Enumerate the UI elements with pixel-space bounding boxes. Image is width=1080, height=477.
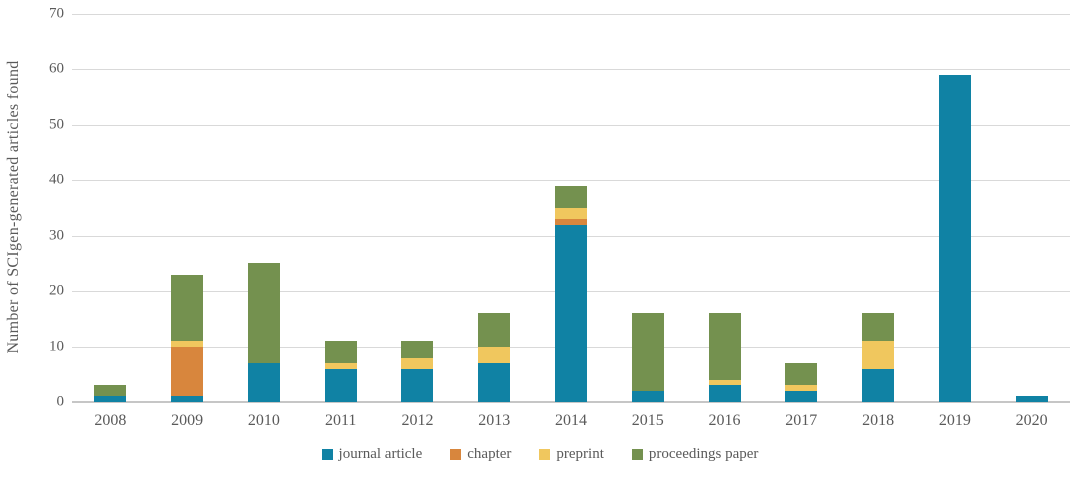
bar-2016-journal-article [708,385,741,402]
bar-2016-preprint [708,379,741,386]
bar-2017-preprint [785,385,818,391]
x-tick-label-2015: 2015 [631,412,664,429]
legend-item-preprint: preprint [539,446,604,463]
bar-2009-journal-article [171,396,204,402]
x-tick-label-2013: 2013 [478,412,511,429]
bar-2017-journal-article [785,390,818,402]
legend-label: preprint [556,446,604,462]
bar-2011-journal-article [324,368,357,402]
bar-2009-chapter [171,346,204,397]
bar-2011-preprint [324,363,357,369]
bar-2018-proceedings-paper [862,313,895,342]
bar-2013-journal-article [478,363,511,402]
bar-2019-journal-article [938,74,971,402]
bar-2017-proceedings-paper [785,363,818,386]
bar-2012-journal-article [401,368,434,402]
y-axis-title: Number of SCIgen-generated articles foun… [5,60,22,354]
y-tick-label-60: 60 [49,60,64,77]
y-tick-label-20: 20 [49,282,64,299]
x-tick-label-2011: 2011 [324,412,357,429]
bar-2018-journal-article [862,368,895,402]
gridline-50 [72,124,1070,126]
legend-label: proceedings paper [648,446,759,462]
bar-2010-proceedings-paper [247,263,280,364]
bar-2018-preprint [862,341,895,369]
legend-item-proceedings-paper: proceedings paper [631,446,759,463]
legend-label: chapter [467,446,512,462]
x-tick-label-2014: 2014 [555,412,587,429]
bar-2016-proceedings-paper [708,313,741,380]
bar-2011-proceedings-paper [324,341,357,364]
bar-2020-journal-article [1015,396,1048,402]
legend-item-chapter: chapter [450,446,511,463]
y-tick-label-0: 0 [56,393,65,410]
gridline-40 [72,180,1070,182]
bar-2012-proceedings-paper [401,341,434,358]
y-tick-label-10: 10 [49,338,64,355]
bar-2014-chapter [555,219,587,225]
legend-label: journal article [338,446,423,462]
bar-2013-proceedings-paper [478,313,511,347]
bar-2014-proceedings-paper [555,185,587,208]
bar-2009-proceedings-paper [171,274,204,341]
x-tick-label-2010: 2010 [247,412,280,429]
legend-swatch-proceedings-paper [631,449,643,460]
legend-swatch-journal-article [321,449,333,460]
bar-2014-preprint [555,208,587,220]
x-tick-label-2020: 2020 [1015,412,1048,429]
gridline-60 [72,69,1070,71]
legend: journal article chapter preprint proceeding… [0,446,1080,463]
bar-2009-preprint [171,341,204,347]
y-tick-label-70: 70 [49,5,64,22]
x-tick-label-2009: 2009 [171,412,204,429]
x-tick-label-2017: 2017 [785,412,818,429]
y-tick-label-50: 50 [49,116,64,133]
x-axis-line [72,401,1070,403]
x-tick-label-2008: 2008 [94,412,127,429]
bar-2015-journal-article [631,390,664,402]
bar-2012-preprint [401,357,434,369]
x-tick-label-2016: 2016 [708,412,741,429]
x-tick-label-2012: 2012 [401,412,434,429]
legend-swatch-chapter [450,449,462,460]
bar-2008-proceedings-paper [94,385,127,397]
legend-item-journal-article: journal article [321,446,423,463]
x-tick-label-2018: 2018 [862,412,895,429]
bar-2010-journal-article [247,363,280,402]
gridline-70 [72,14,1070,15]
x-tick-label-2019: 2019 [938,412,971,429]
y-tick-label-30: 30 [49,227,64,244]
bar-2008-journal-article [94,396,127,402]
y-tick-label-40: 40 [49,171,64,188]
bar-2013-preprint [478,346,511,364]
legend-swatch-preprint [539,449,551,460]
bar-2015-proceedings-paper [631,313,664,391]
bar-2014-journal-article [555,224,587,402]
